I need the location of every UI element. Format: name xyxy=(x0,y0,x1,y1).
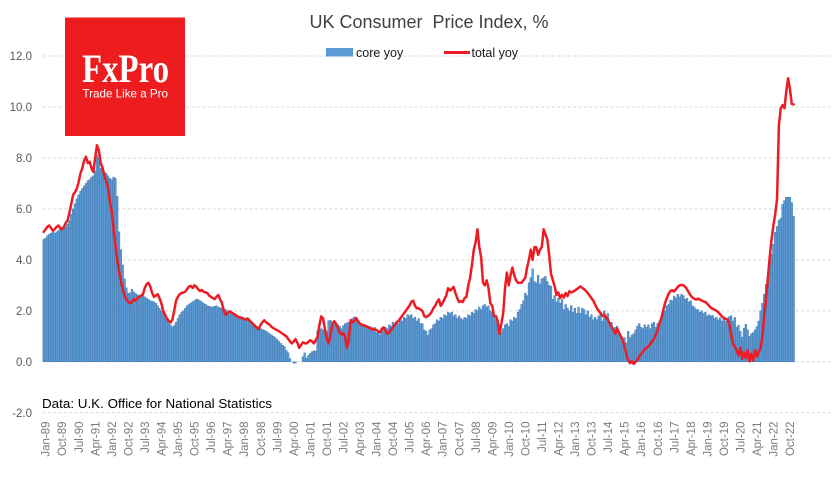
svg-text:Jan-22: Jan-22 xyxy=(769,422,781,457)
svg-text:Jan-16: Jan-16 xyxy=(636,422,648,457)
svg-text:Oct-22: Oct-22 xyxy=(785,422,797,457)
svg-text:Jul-99: Jul-99 xyxy=(272,422,284,453)
svg-text:Apr-00: Apr-00 xyxy=(289,422,301,457)
svg-text:Jul-05: Jul-05 xyxy=(405,422,417,453)
svg-text:Apr-15: Apr-15 xyxy=(620,422,632,457)
svg-text:12.0: 12.0 xyxy=(10,51,32,63)
svg-text:Jul-14: Jul-14 xyxy=(603,421,615,453)
svg-text:Oct-04: Oct-04 xyxy=(388,421,400,456)
svg-text:Jul-90: Jul-90 xyxy=(74,422,86,453)
svg-text:Apr-18: Apr-18 xyxy=(686,422,698,457)
svg-text:Jan-10: Jan-10 xyxy=(504,422,516,457)
svg-text:Apr-03: Apr-03 xyxy=(355,422,367,457)
svg-text:Jul-11: Jul-11 xyxy=(537,422,549,452)
svg-text:Apr-06: Apr-06 xyxy=(421,422,433,457)
svg-text:Apr-21: Apr-21 xyxy=(752,422,764,457)
svg-text:total yoy: total yoy xyxy=(472,46,519,60)
svg-text:Oct-89: Oct-89 xyxy=(57,422,69,457)
svg-text:10.0: 10.0 xyxy=(10,102,32,114)
svg-text:Jul-20: Jul-20 xyxy=(735,422,747,453)
svg-text:Oct-95: Oct-95 xyxy=(190,422,202,457)
svg-text:Jan-01: Jan-01 xyxy=(305,422,317,457)
svg-text:UK Consumer Price Index, %: UK Consumer Price Index, % xyxy=(309,12,548,32)
svg-text:Apr-09: Apr-09 xyxy=(487,421,499,456)
svg-text:Oct-10: Oct-10 xyxy=(520,422,532,457)
svg-text:Jan-95: Jan-95 xyxy=(173,422,185,457)
svg-text:0.0: 0.0 xyxy=(16,357,32,369)
svg-text:Jul-93: Jul-93 xyxy=(140,422,152,453)
svg-text:Oct-01: Oct-01 xyxy=(322,422,334,457)
svg-text:Jul-02: Jul-02 xyxy=(338,422,350,453)
svg-text:Oct-07: Oct-07 xyxy=(454,422,466,457)
svg-text:Jul-08: Jul-08 xyxy=(471,422,483,453)
svg-text:Jan-19: Jan-19 xyxy=(702,422,714,457)
svg-text:FxPro: FxPro xyxy=(82,46,169,91)
svg-text:Oct-16: Oct-16 xyxy=(653,422,665,457)
svg-text:core yoy: core yoy xyxy=(356,46,404,60)
svg-text:Oct-13: Oct-13 xyxy=(587,422,599,457)
svg-text:Jan-89: Jan-89 xyxy=(41,422,53,457)
svg-text:8.0: 8.0 xyxy=(16,153,32,165)
svg-text:Jul-96: Jul-96 xyxy=(206,422,218,453)
svg-text:Jan-07: Jan-07 xyxy=(438,422,450,457)
svg-text:Apr-12: Apr-12 xyxy=(554,422,566,457)
svg-text:Jan-04: Jan-04 xyxy=(372,421,384,457)
svg-text:Oct-92: Oct-92 xyxy=(123,422,135,457)
svg-text:Jan-92: Jan-92 xyxy=(107,422,119,457)
svg-text:4.0: 4.0 xyxy=(16,255,32,267)
svg-text:Oct-98: Oct-98 xyxy=(256,422,268,457)
svg-text:Apr-94: Apr-94 xyxy=(156,421,168,456)
svg-text:-2.0: -2.0 xyxy=(12,408,32,420)
svg-text:Jul-17: Jul-17 xyxy=(669,422,681,453)
svg-text:Trade Like a Pro: Trade Like a Pro xyxy=(83,87,169,101)
svg-text:Jan-98: Jan-98 xyxy=(239,422,251,457)
svg-text:2.0: 2.0 xyxy=(16,306,32,318)
svg-text:6.0: 6.0 xyxy=(16,204,32,216)
svg-text:Apr-97: Apr-97 xyxy=(223,422,235,457)
svg-text:Apr-91: Apr-91 xyxy=(90,422,102,457)
svg-text:Oct-19: Oct-19 xyxy=(719,422,731,457)
svg-text:Jan-13: Jan-13 xyxy=(570,422,582,457)
svg-text:Data: U.K. Office for National: Data: U.K. Office for National Statistic… xyxy=(42,396,272,411)
